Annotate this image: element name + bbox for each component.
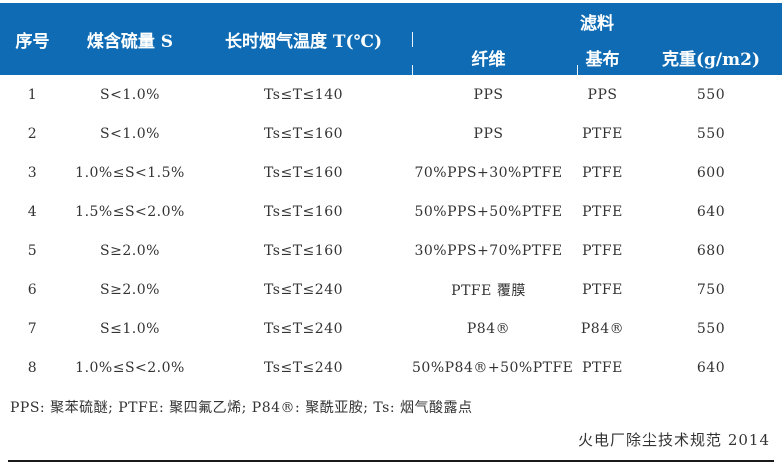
cell-index: 6: [27, 281, 38, 298]
table-row: 4 1.5%≤S<2.0% Ts≤T≤160 50%PPS+50%PTFE PTFE 64…: [0, 192, 782, 231]
table-header: 序号 煤含硫量 S 长时烟气温度 T(℃) 滤料 纤维 基布 克重(g/m2): [0, 3, 782, 75]
cell-weight: 550: [696, 125, 726, 142]
header-filter-material-subrow: 纤维 基布 克重(g/m2): [412, 39, 782, 75]
column-separator: [577, 65, 578, 75]
table-row: 5 S≥2.0% Ts≤T≤160 30%PPS+70%PTFE PTFE 680: [0, 231, 782, 270]
cell-base-cloth: PTFE: [582, 164, 623, 181]
cell-sulfur: 1.0%≤S<2.0%: [75, 359, 185, 376]
cell-base-cloth: PTFE: [582, 281, 623, 298]
cell-base-cloth: PTFE: [582, 203, 623, 220]
cell-temperature: Ts≤T≤240: [263, 359, 344, 376]
cell-weight: 550: [696, 86, 726, 103]
table-row: 8 1.0%≤S<2.0% Ts≤T≤240 50%P84®+50%PTFE PTFE 6…: [0, 348, 782, 387]
cell-fiber: 50%PPS+50%PTFE: [414, 203, 563, 220]
cell-sulfur: S≥2.0%: [100, 281, 160, 298]
cell-fiber: 70%PPS+30%PTFE: [414, 164, 563, 181]
cell-index: 1: [27, 86, 38, 103]
cell-fiber: P84®: [466, 320, 511, 337]
cell-temperature: Ts≤T≤240: [263, 281, 344, 298]
cell-temperature: Ts≤T≤160: [263, 164, 344, 181]
header-weight: 克重(g/m2): [662, 49, 760, 70]
cell-index: 5: [27, 242, 38, 259]
cell-index: 8: [27, 359, 38, 376]
cell-sulfur: 1.0%≤S<1.5%: [75, 164, 185, 181]
table-row: 2 S<1.0% Ts≤T≤160 PPS PTFE 550: [0, 114, 782, 153]
cell-weight: 600: [696, 164, 726, 181]
cell-index: 4: [27, 203, 38, 220]
column-separator: [412, 32, 413, 47]
cell-weight: 750: [696, 281, 726, 298]
cell-fiber: PTFE 覆膜: [451, 282, 526, 299]
cell-base-cloth: PPS: [587, 86, 618, 103]
bottom-rule: [8, 460, 774, 462]
table-row: 3 1.0%≤S<1.5% Ts≤T≤160 70%PPS+30%PTFE PTFE 60…: [0, 153, 782, 192]
header-base-cloth: 基布: [585, 49, 620, 70]
cell-sulfur: S<1.0%: [100, 125, 160, 142]
cell-base-cloth: PTFE: [582, 359, 623, 376]
cell-temperature: Ts≤T≤160: [263, 203, 344, 220]
column-separator: [412, 65, 413, 75]
cell-weight: 640: [696, 359, 726, 376]
cell-temperature: Ts≤T≤140: [263, 86, 344, 103]
cell-sulfur: 1.5%≤S<2.0%: [75, 203, 185, 220]
cell-index: 3: [27, 164, 38, 181]
footnote: PPS: 聚苯硫醚; PTFE: 聚四氟乙烯; P84®: 聚酰亚胺; Ts: …: [10, 400, 473, 416]
cell-index: 7: [27, 320, 38, 337]
table-row: 1 S<1.0% Ts≤T≤140 PPS PPS 550: [0, 75, 782, 114]
cell-base-cloth: PTFE: [582, 242, 623, 259]
cell-base-cloth: PTFE: [582, 125, 623, 142]
header-sulfur-content: 煤含硫量 S: [86, 31, 174, 52]
header-index: 序号: [15, 31, 50, 52]
cell-temperature: Ts≤T≤160: [263, 242, 344, 259]
cell-fiber: PPS: [473, 86, 504, 103]
header-filter-material-group: 滤料 纤维 基布 克重(g/m2): [412, 3, 782, 75]
cell-sulfur: S≥2.0%: [100, 242, 160, 259]
table-row: 7 S≤1.0% Ts≤T≤240 P84® P84® 550: [0, 309, 782, 348]
header-filter-material: 滤料: [580, 13, 614, 34]
cell-weight: 640: [696, 203, 726, 220]
cell-temperature: Ts≤T≤240: [263, 320, 344, 337]
cell-sulfur: S<1.0%: [100, 86, 160, 103]
cell-base-cloth: P84®: [580, 320, 625, 337]
table-body: 1 S<1.0% Ts≤T≤140 PPS PPS 550 2 S<1.0% Ts≤T≤160 P…: [0, 75, 782, 387]
cell-fiber: 50%P84®+50%PTFE: [412, 359, 574, 376]
cell-weight: 550: [696, 320, 726, 337]
cell-index: 2: [27, 125, 38, 142]
cell-temperature: Ts≤T≤160: [263, 125, 344, 142]
source-caption: 火电厂除尘技术规范 2014: [578, 431, 770, 449]
header-fiber: 纤维: [471, 49, 506, 70]
table-row: 6 S≥2.0% Ts≤T≤240 PTFE 覆膜 PTFE 750: [0, 270, 782, 309]
cell-weight: 680: [696, 242, 726, 259]
cell-fiber: 30%PPS+70%PTFE: [414, 242, 563, 259]
header-flue-gas-temperature: 长时烟气温度 T(℃): [224, 31, 383, 52]
cell-sulfur: S≤1.0%: [100, 320, 160, 337]
cell-fiber: PPS: [473, 125, 504, 142]
